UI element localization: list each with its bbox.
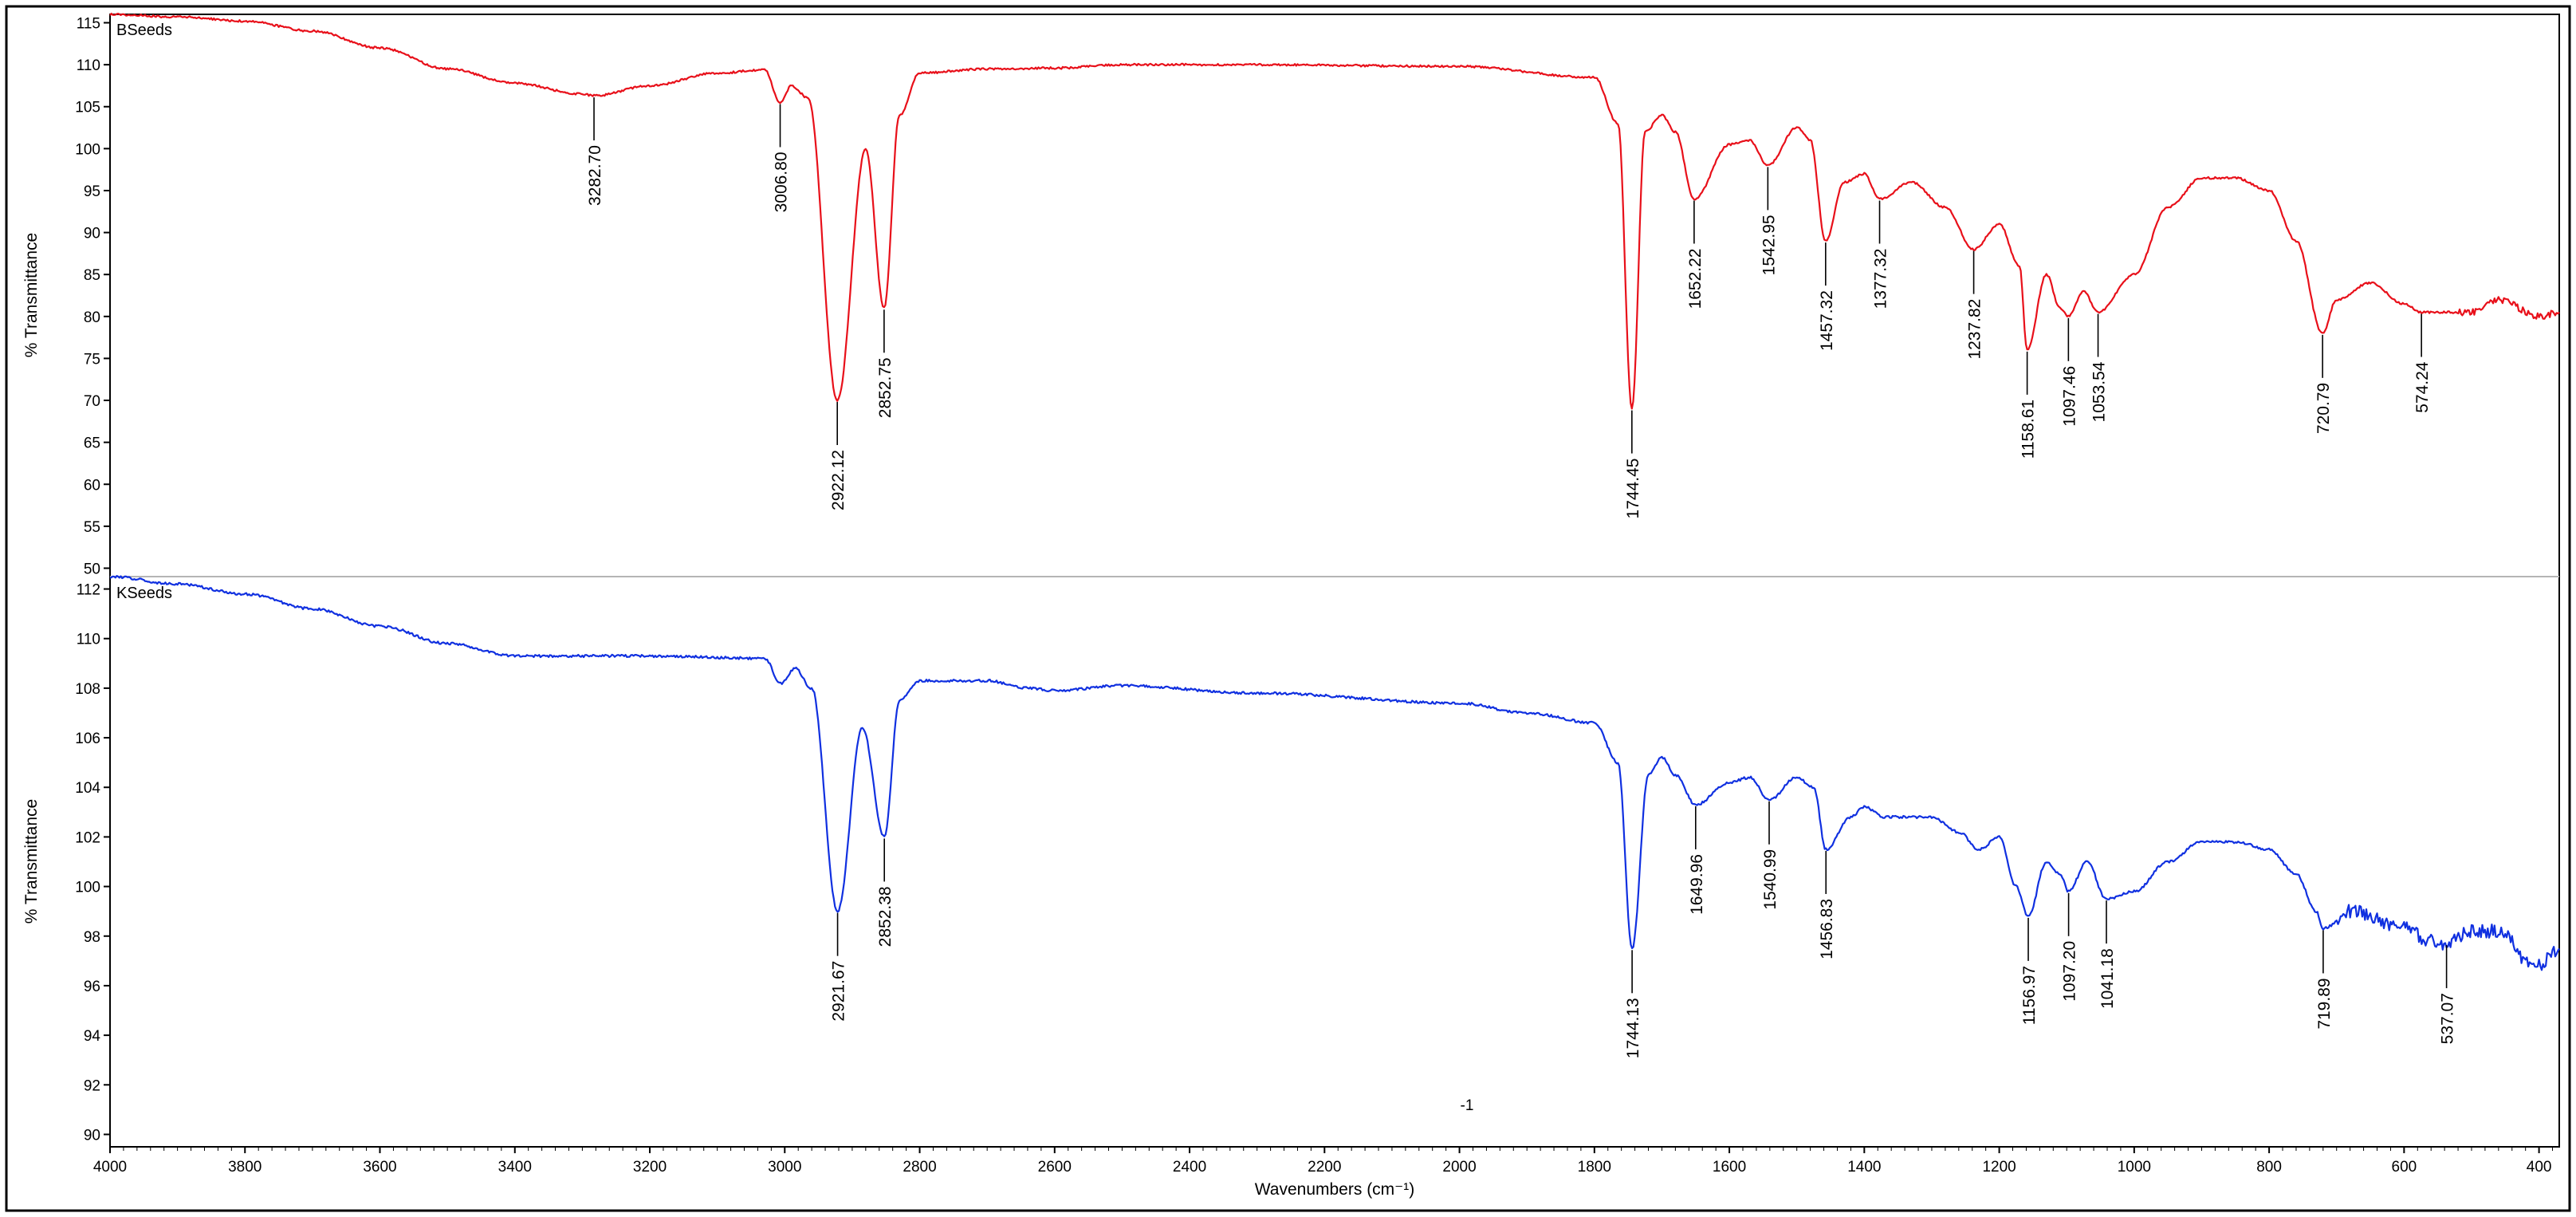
y-tick-label: 110: [77, 632, 100, 648]
x-tick-label: 1400: [1847, 1159, 1881, 1176]
peak-label: 537.07: [2439, 993, 2457, 1044]
y-tick-label: 70: [84, 393, 100, 410]
y-tick-label: 105: [75, 100, 100, 116]
panel-2-plot: 90 92 94 96 98 100 102 104 106 108 110 112 2921.67 28…: [75, 575, 2560, 1144]
panel-1-y-axis-label: % Transmittance: [22, 233, 41, 357]
y-tick-label: 80: [84, 309, 100, 326]
peak-label: 2922.12: [829, 450, 848, 510]
peak-label: 1649.96: [1688, 854, 1706, 915]
spectrum-line-BSeeds: [109, 13, 2560, 410]
y-tick-label: 104: [75, 780, 100, 797]
panel-1-label: BSeeds: [116, 22, 172, 39]
y-tick-label: 98: [84, 929, 100, 946]
x-tick-label: 3000: [768, 1159, 801, 1176]
x-tick-label: 4000: [93, 1159, 127, 1176]
peak-label: 1457.32: [1818, 290, 1836, 351]
x-tick-label: 800: [2256, 1159, 2282, 1176]
y-tick-label: 102: [75, 829, 100, 846]
x-tick-label: 2200: [1308, 1159, 1341, 1176]
plot-area: [109, 14, 2560, 1148]
peak-label: 3282.70: [586, 145, 604, 206]
spectrum-line-KSeeds: [109, 575, 2560, 971]
peak-label: 1156.97: [2020, 966, 2039, 1025]
chart-frame: [5, 5, 2571, 1212]
y-tick-label: 65: [84, 435, 100, 452]
peak-label: 1053.54: [2090, 361, 2109, 422]
y-tick-label: 60: [84, 477, 100, 494]
peak-label: 2852.38: [876, 886, 895, 947]
peak-label: 719.89: [2315, 978, 2334, 1029]
y-tick-label: 106: [75, 731, 100, 747]
y-tick-label: 75: [84, 351, 100, 368]
y-tick-label: 110: [77, 57, 100, 74]
peak-label: 2852.75: [876, 357, 895, 418]
y-tick-label: 100: [75, 141, 100, 158]
peak-label: 1377.32: [1872, 248, 1890, 309]
peak-label: 1652.22: [1686, 248, 1705, 309]
peak-label: 1097.20: [2061, 941, 2079, 1002]
peak-label: 1744.45: [1624, 459, 1642, 519]
peak-label: 574.24: [2413, 361, 2432, 413]
x-tick-label: 1600: [1713, 1159, 1746, 1176]
y-tick-label: 94: [84, 1028, 101, 1045]
x-tick-label: 2400: [1173, 1159, 1206, 1176]
panel-2-label: KSeeds: [116, 585, 172, 602]
x-tick-label: 3600: [363, 1159, 396, 1176]
panel-1-plot: 50 55 60 65 70 75 80 85 90 95 100 105 110 115 3282.70 3…: [75, 13, 2560, 577]
peak-label: 1456.83: [1818, 899, 1836, 959]
x-tick-label: 1200: [1982, 1159, 2016, 1176]
y-tick-label: 90: [84, 226, 100, 242]
peak-label: 1540.99: [1761, 849, 1780, 910]
peak-label: 1237.82: [1966, 299, 1984, 360]
peak-label: 1158.61: [2020, 400, 2038, 459]
peak-label: 2921.67: [830, 961, 848, 1022]
peak-label: 1041.18: [2098, 948, 2117, 1009]
peak-label: 1097.46: [2060, 366, 2078, 427]
x-tick-label: 2600: [1038, 1159, 1072, 1176]
x-tick-label: 600: [2392, 1159, 2417, 1176]
peak-label: 3006.80: [773, 152, 791, 212]
y-tick-label: 92: [84, 1077, 100, 1094]
x-tick-label: 3800: [228, 1159, 262, 1176]
x-tick-label: 2800: [903, 1159, 936, 1176]
x-tick-label: 1000: [2118, 1159, 2151, 1176]
panel-2-y-axis-label: % Transmittance: [22, 799, 41, 924]
y-tick-label: 112: [77, 582, 100, 599]
peak-label: 1542.95: [1760, 215, 1778, 275]
y-tick-label: 85: [84, 267, 100, 284]
x-axis-label: Wavenumbers (cm⁻¹): [1255, 1180, 1415, 1199]
peak-label: 1744.13: [1624, 998, 1642, 1058]
y-tick-label: 115: [77, 16, 100, 33]
y-tick-label: 108: [75, 681, 100, 698]
y-tick-label: 100: [75, 880, 100, 896]
stray-annotation: -1: [1461, 1097, 1474, 1114]
y-tick-label: 95: [84, 183, 100, 200]
x-tick-label: 400: [2527, 1159, 2552, 1176]
x-axis: 4000 3800 3600 3400 3200 3000 2800 2600 2400 2200…: [93, 1147, 2554, 1176]
x-tick-label: 3200: [633, 1159, 667, 1176]
x-tick-label: 2000: [1442, 1159, 1476, 1176]
y-tick-label: 55: [84, 519, 100, 536]
peak-label: 720.79: [2314, 383, 2333, 434]
x-tick-label: 1800: [1578, 1159, 1611, 1176]
y-tick-label: 50: [84, 561, 100, 577]
y-tick-label: 90: [84, 1127, 100, 1144]
x-tick-label: 3400: [498, 1159, 532, 1176]
y-tick-label: 96: [84, 979, 100, 995]
